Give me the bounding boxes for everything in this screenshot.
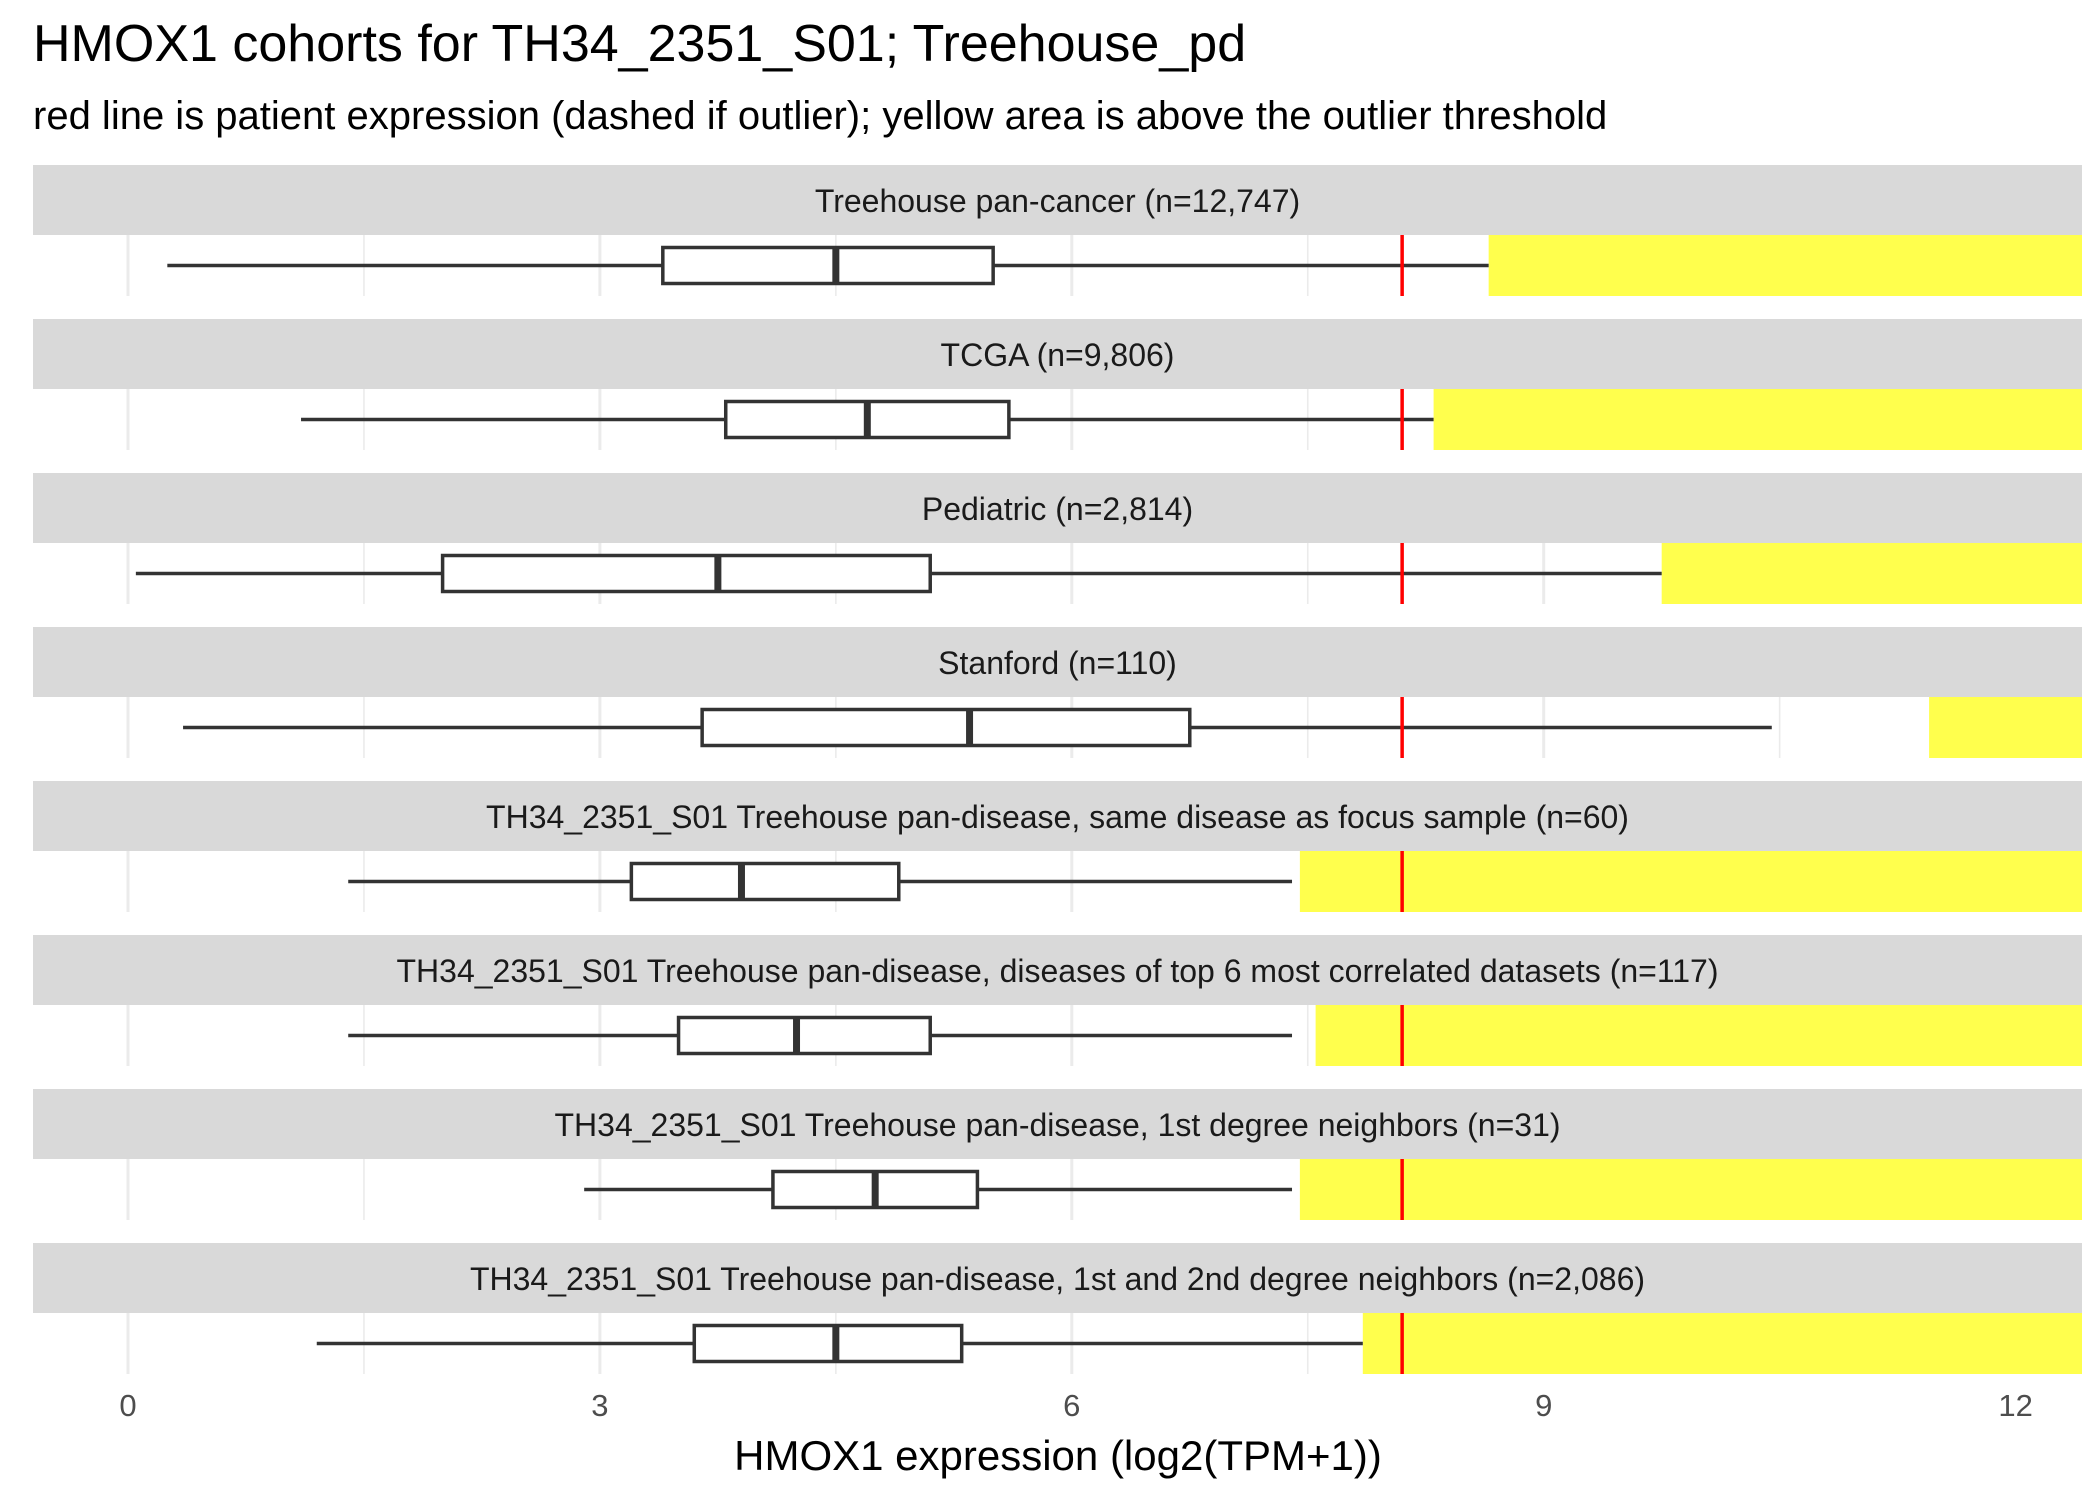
panel-strip-label: Stanford (n=110): [938, 645, 1177, 681]
outlier-area: [1299, 1159, 2082, 1220]
panel: Pediatric (n=2,814): [33, 473, 2082, 604]
x-tick-label: 12: [1998, 1388, 2032, 1423]
outlier-area: [1488, 235, 2082, 296]
panel-strip-label: Pediatric (n=2,814): [922, 491, 1193, 527]
panel-strip-label: TH34_2351_S01 Treehouse pan-disease, 1st…: [554, 1107, 1560, 1143]
box: [692, 1323, 964, 1364]
outlier-area: [1362, 1313, 2082, 1374]
outlier-area: [1661, 543, 2082, 604]
panel: Stanford (n=110): [33, 627, 2082, 758]
x-axis-title: HMOX1 expression (log2(TPM+1)): [734, 1432, 1382, 1479]
panel-strip: [33, 165, 2082, 235]
x-tick-label: 9: [1535, 1388, 1552, 1423]
chart-subtitle: red line is patient expression (dashed i…: [33, 94, 1607, 138]
panel-strip: [33, 627, 2082, 697]
panel: TCGA (n=9,806): [33, 319, 2082, 450]
x-tick-label: 3: [591, 1388, 608, 1423]
panel-strip: [33, 1243, 2082, 1313]
x-tick-label: 6: [1063, 1388, 1080, 1423]
outlier-area: [1433, 389, 2082, 450]
outlier-area: [1929, 697, 2082, 758]
panel-strip: [33, 473, 2082, 543]
panel-strip-label: TH34_2351_S01 Treehouse pan-disease, sam…: [486, 799, 1629, 835]
chart-title: HMOX1 cohorts for TH34_2351_S01; Treehou…: [33, 15, 1246, 73]
panel-strip: [33, 1089, 2082, 1159]
panel-strip-label: Treehouse pan-cancer (n=12,747): [815, 183, 1300, 219]
x-tick-label: 0: [119, 1388, 136, 1423]
outlier-area: [1315, 1005, 2082, 1066]
x-axis: 0 3 6 9 12: [119, 1388, 2032, 1423]
box: [700, 707, 1192, 748]
panel-strip: [33, 781, 2082, 851]
panel-strip-label: TCGA (n=9,806): [941, 337, 1175, 373]
panel-strip: [33, 935, 2082, 1005]
panel: TH34_2351_S01 Treehouse pan-disease, 1st…: [33, 1089, 2082, 1220]
panel: Treehouse pan-cancer (n=12,747): [33, 165, 2082, 296]
box: [661, 245, 995, 286]
box: [440, 553, 932, 594]
panels-group: Treehouse pan-cancer (n=12,747) TCGA (n=9…: [33, 165, 2082, 1374]
panel-strip-label: TH34_2351_S01 Treehouse pan-disease, 1st…: [470, 1261, 1645, 1297]
box: [629, 861, 901, 902]
outlier-area: [1299, 851, 2082, 912]
panel-strip-label: TH34_2351_S01 Treehouse pan-disease, dis…: [396, 953, 1718, 989]
panel-strip: [33, 319, 2082, 389]
panel: TH34_2351_S01 Treehouse pan-disease, dis…: [33, 935, 2082, 1066]
panel: TH34_2351_S01 Treehouse pan-disease, 1st…: [33, 1243, 2082, 1374]
box: [676, 1015, 932, 1056]
panel: TH34_2351_S01 Treehouse pan-disease, sam…: [33, 781, 2082, 912]
